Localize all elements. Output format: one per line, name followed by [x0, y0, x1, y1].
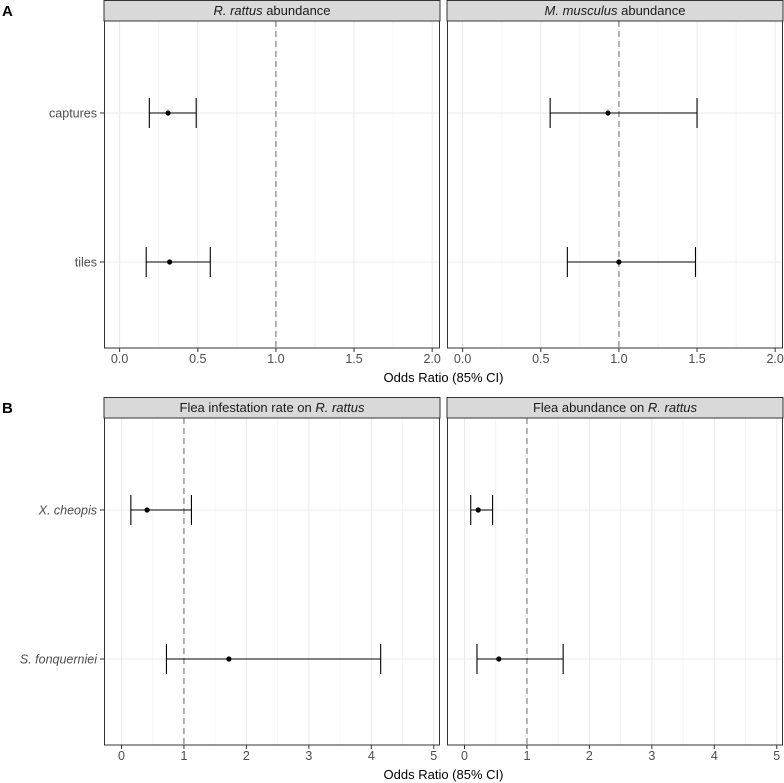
x-tick-label: 1 [523, 749, 530, 763]
panel: Flea infestation rate on R. rattus 0 1 2 3 4 5 [103, 397, 441, 763]
x-tick-label: 0 [118, 749, 125, 763]
panel: R. rattus abundance 0.0 0.5 1.0 1.5 2.0 [103, 0, 441, 366]
error-bar [470, 495, 494, 525]
x-tick-label: 0.0 [454, 352, 471, 366]
panel-background [104, 21, 440, 348]
estimate-point [167, 259, 173, 265]
x-tick-label: 0.5 [532, 352, 549, 366]
estimate-point [226, 656, 232, 662]
x-tick-label: 0.5 [189, 352, 206, 366]
x-tick-label: 5 [773, 749, 780, 763]
panel-title-part: R. rattus [315, 400, 365, 415]
section-label: A [2, 3, 13, 20]
x-tick-label: 4 [368, 749, 375, 763]
x-tick-label: 2 [586, 749, 593, 763]
estimate-point [165, 110, 171, 116]
panel-title-part: M. musculus [545, 3, 618, 18]
panel-title-part: R. rattus [648, 400, 698, 415]
x-tick-label: 1.5 [688, 352, 705, 366]
estimate-point [605, 110, 611, 116]
section-b: B X. cheopis S. fonquerniei Flea infestatio… [2, 397, 784, 782]
estimate-point [496, 656, 502, 662]
error-bar [549, 98, 698, 128]
panel-border [104, 417, 440, 746]
x-tick-label: 1.5 [345, 352, 362, 366]
category-label: captures [49, 107, 97, 121]
x-tick-label: 3 [305, 749, 312, 763]
error-bar [566, 247, 697, 277]
error-bar [165, 644, 382, 674]
panel-border [104, 20, 440, 349]
panel-title: Flea infestation rate on R. rattus [180, 400, 365, 415]
panel-background [104, 418, 440, 745]
panel-title: M. musculus abundance [545, 3, 686, 18]
error-bar [148, 98, 197, 128]
panel-background [447, 21, 783, 348]
estimate-point [144, 507, 150, 513]
category-label: S. fonquerniei [20, 653, 98, 667]
error-bar [145, 247, 211, 277]
x-tick-label: 0 [461, 749, 468, 763]
x-tick-label: 2.0 [423, 352, 440, 366]
x-tick-label: 2 [243, 749, 250, 763]
panel-border [447, 417, 783, 746]
panel-title-part: Flea abundance on [533, 400, 648, 415]
estimate-point [475, 507, 481, 513]
panel-title: Flea abundance on R. rattus [533, 400, 698, 415]
x-axis-title: Odds Ratio (85% CI) [384, 370, 504, 385]
panel: Flea abundance on R. rattus 0 1 2 3 4 5 [446, 397, 784, 763]
x-tick-label: 1 [180, 749, 187, 763]
panel-background [447, 418, 783, 745]
x-tick-label: 3 [648, 749, 655, 763]
x-tick-label: 0.0 [111, 352, 128, 366]
panel-title-part: abundance [263, 3, 331, 18]
panel: M. musculus abundance 0.0 0.5 1.0 1.5 2.0 [446, 0, 784, 366]
panel-title-part: Flea infestation rate on [180, 400, 316, 415]
x-tick-label: 2.0 [766, 352, 783, 366]
panel-border [447, 20, 783, 349]
category-label: X. cheopis [38, 504, 97, 518]
x-tick-label: 5 [430, 749, 437, 763]
error-bar [130, 495, 192, 525]
x-axis-title: Odds Ratio (85% CI) [384, 767, 504, 782]
error-bar [476, 644, 564, 674]
x-tick-label: 1.0 [267, 352, 284, 366]
estimate-point [616, 259, 622, 265]
panel-title-part: abundance [618, 3, 686, 18]
panel-title-part: R. rattus [213, 3, 263, 18]
panel-title: R. rattus abundance [213, 3, 330, 18]
x-tick-label: 1.0 [610, 352, 627, 366]
section-label: B [2, 400, 13, 417]
x-tick-label: 4 [711, 749, 718, 763]
category-label: tiles [75, 256, 97, 270]
